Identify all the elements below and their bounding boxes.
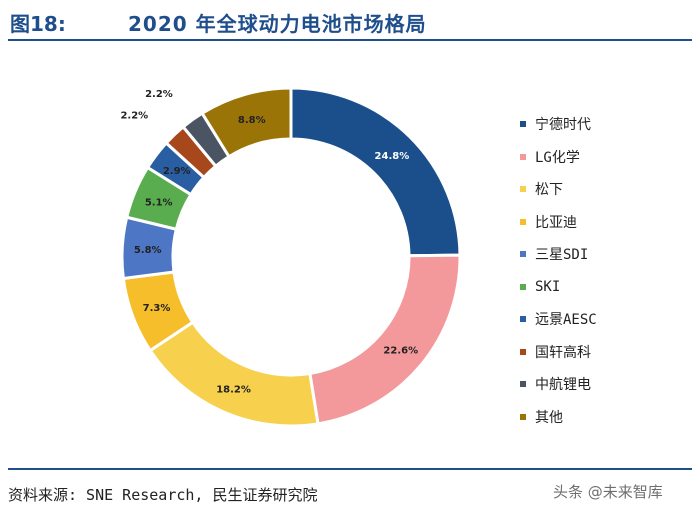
- legend-swatch: [520, 348, 526, 355]
- legend-label: SKI: [535, 278, 561, 295]
- legend-swatch: [520, 251, 526, 258]
- legend-label: 国轩高科: [535, 344, 591, 361]
- watermark: 头条 @未来智库: [553, 483, 663, 501]
- slice-10: [200, 86, 293, 159]
- slice-label-5: 5.8%: [134, 245, 162, 256]
- legend-label: 比亚迪: [535, 214, 577, 231]
- legend-swatch: [520, 283, 526, 290]
- legend-swatch: [520, 413, 526, 420]
- legend-swatch: [520, 381, 526, 388]
- legend-item-9: 中航锂电: [520, 368, 690, 401]
- top-divider: [8, 39, 692, 41]
- slice-label-4: 7.3%: [143, 303, 171, 314]
- legend-label: 宁德时代: [535, 117, 591, 134]
- legend-label: 其他: [535, 409, 563, 426]
- slice-label-6: 5.1%: [145, 197, 173, 208]
- legend-item-4: 比亚迪: [520, 206, 690, 239]
- donut-chart: 24.8% 22.6% 18.2% 7.3% 5.8% 5.1% 2.9% 2.2% 2.2% 8…: [120, 86, 462, 428]
- figure-number: 图18:: [10, 12, 66, 36]
- legend-item-10: 其他: [520, 401, 690, 434]
- bottom-divider: [8, 468, 692, 470]
- page-title: 2020 年全球动力电池市场格局: [128, 12, 427, 36]
- slice-2: [308, 253, 462, 426]
- slice-label-2: 22.6%: [383, 345, 418, 356]
- figure-header: 图18: 2020 年全球动力电池市场格局: [0, 0, 700, 42]
- legend-item-7: 远景AESC: [520, 303, 690, 336]
- legend-swatch: [520, 316, 526, 323]
- legend-swatch: [520, 121, 526, 128]
- slice-label-10: 8.8%: [238, 115, 266, 126]
- legend-label: 三星SDI: [535, 247, 589, 264]
- source-note: 资料来源: SNE Research, 民生证券研究院: [8, 486, 318, 504]
- legend-item-6: SKI: [520, 271, 690, 304]
- slice-3: [148, 320, 320, 428]
- chart-legend: 宁德时代 LG化学松下比亚迪三星SDI SKI 远景AESC 国轩高科中航锂电其他: [520, 108, 690, 433]
- legend-label: 远景AESC: [535, 312, 597, 329]
- legend-label: 中航锂电: [535, 377, 591, 394]
- legend-swatch: [520, 186, 526, 193]
- legend-item-5: 三星SDI: [520, 238, 690, 271]
- legend-item-3: 松下: [520, 173, 690, 206]
- legend-label: 松下: [535, 182, 563, 199]
- slice-label-1: 24.8%: [375, 151, 410, 162]
- slice-label-7: 2.9%: [163, 166, 191, 177]
- legend-item-2: LG化学: [520, 141, 690, 174]
- legend-item-1: 宁德时代: [520, 108, 690, 141]
- slice-label-3: 18.2%: [216, 384, 251, 395]
- slice-1: [289, 86, 462, 258]
- legend-swatch: [520, 153, 526, 160]
- legend-label: LG化学: [535, 149, 580, 166]
- legend-swatch: [520, 218, 526, 225]
- slice-label-9: 2.2%: [145, 89, 173, 100]
- legend-item-8: 国轩高科: [520, 336, 690, 369]
- slice-label-8: 2.2%: [120, 110, 148, 121]
